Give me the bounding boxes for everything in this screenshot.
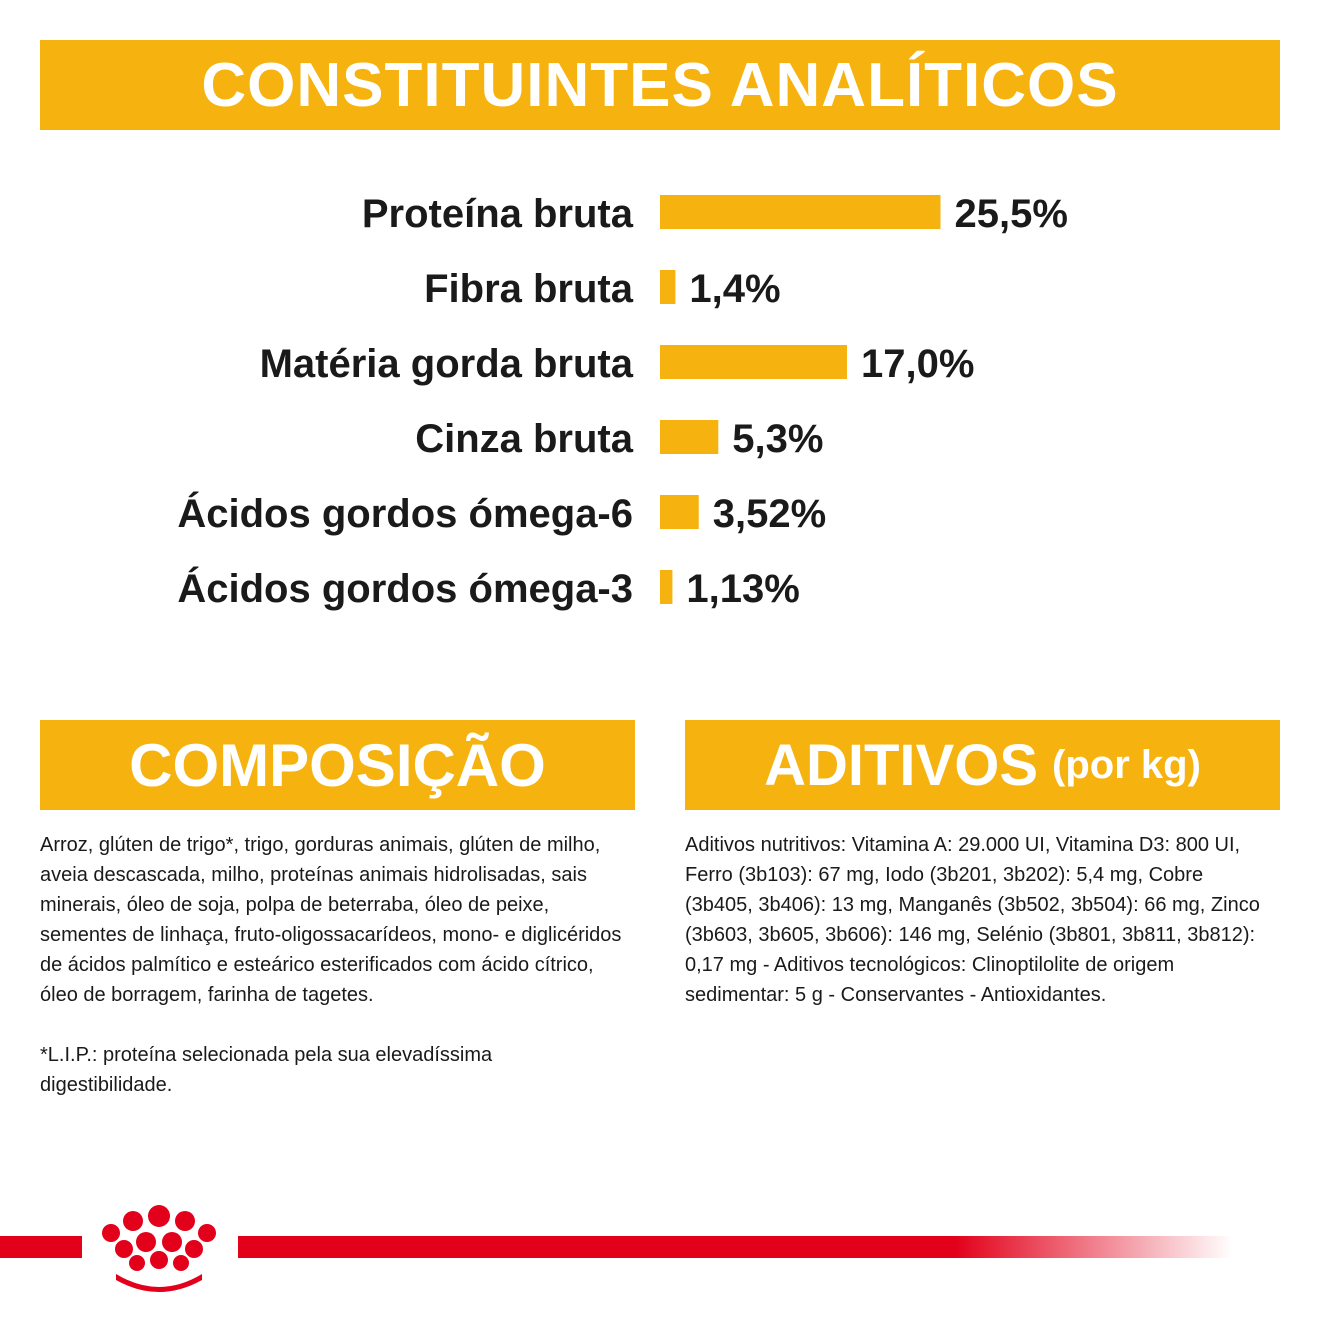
additives-banner: ADITIVOS (por kg) — [685, 720, 1280, 810]
brand-stripe-right — [238, 1236, 1233, 1258]
additives-text: Aditivos nutritivos: Vitamina A: 29.000 … — [685, 834, 1260, 1006]
category-label: Cinza bruta — [415, 417, 634, 461]
bar — [660, 495, 699, 529]
analytical-constituents-banner: CONSTITUINTES ANALÍTICOS — [40, 40, 1280, 130]
bar — [660, 195, 941, 229]
bar — [660, 345, 847, 379]
bar — [660, 570, 673, 604]
value-label: 25,5% — [955, 192, 1068, 236]
bar — [660, 420, 719, 454]
composition-text: Arroz, glúten de trigo*, trigo, gorduras… — [40, 834, 622, 1006]
composition-banner: COMPOSIÇÃO — [40, 720, 635, 810]
composition-footnote: *L.I.P.: proteína selecionada pela sua e… — [40, 1044, 493, 1096]
value-label: 17,0% — [861, 342, 974, 386]
value-label: 1,13% — [686, 567, 799, 611]
additives-subtitle: (por kg) — [1052, 742, 1201, 787]
category-label: Proteína bruta — [362, 192, 634, 236]
value-label: 3,52% — [713, 492, 826, 536]
analytical-constituents-chart: Proteína bruta 25,5% Fibra bruta 1,4% Matéri… — [177, 192, 1068, 611]
category-label: Ácidos gordos ómega-6 — [177, 491, 633, 536]
brand-stripe-left — [0, 1236, 82, 1258]
bar — [660, 270, 676, 304]
royal-canin-crown-logo — [102, 1205, 216, 1292]
value-label: 1,4% — [689, 267, 780, 311]
composition-title: COMPOSIÇÃO — [129, 731, 546, 799]
category-label: Fibra bruta — [424, 267, 634, 311]
additives-title: ADITIVOS — [764, 732, 1039, 798]
footer-brand-strip — [0, 1205, 1233, 1292]
category-label: Matéria gorda bruta — [260, 342, 634, 386]
analytical-constituents-title: CONSTITUINTES ANALÍTICOS — [201, 50, 1119, 120]
value-label: 5,3% — [732, 417, 823, 461]
category-label: Ácidos gordos ómega-3 — [177, 566, 633, 611]
